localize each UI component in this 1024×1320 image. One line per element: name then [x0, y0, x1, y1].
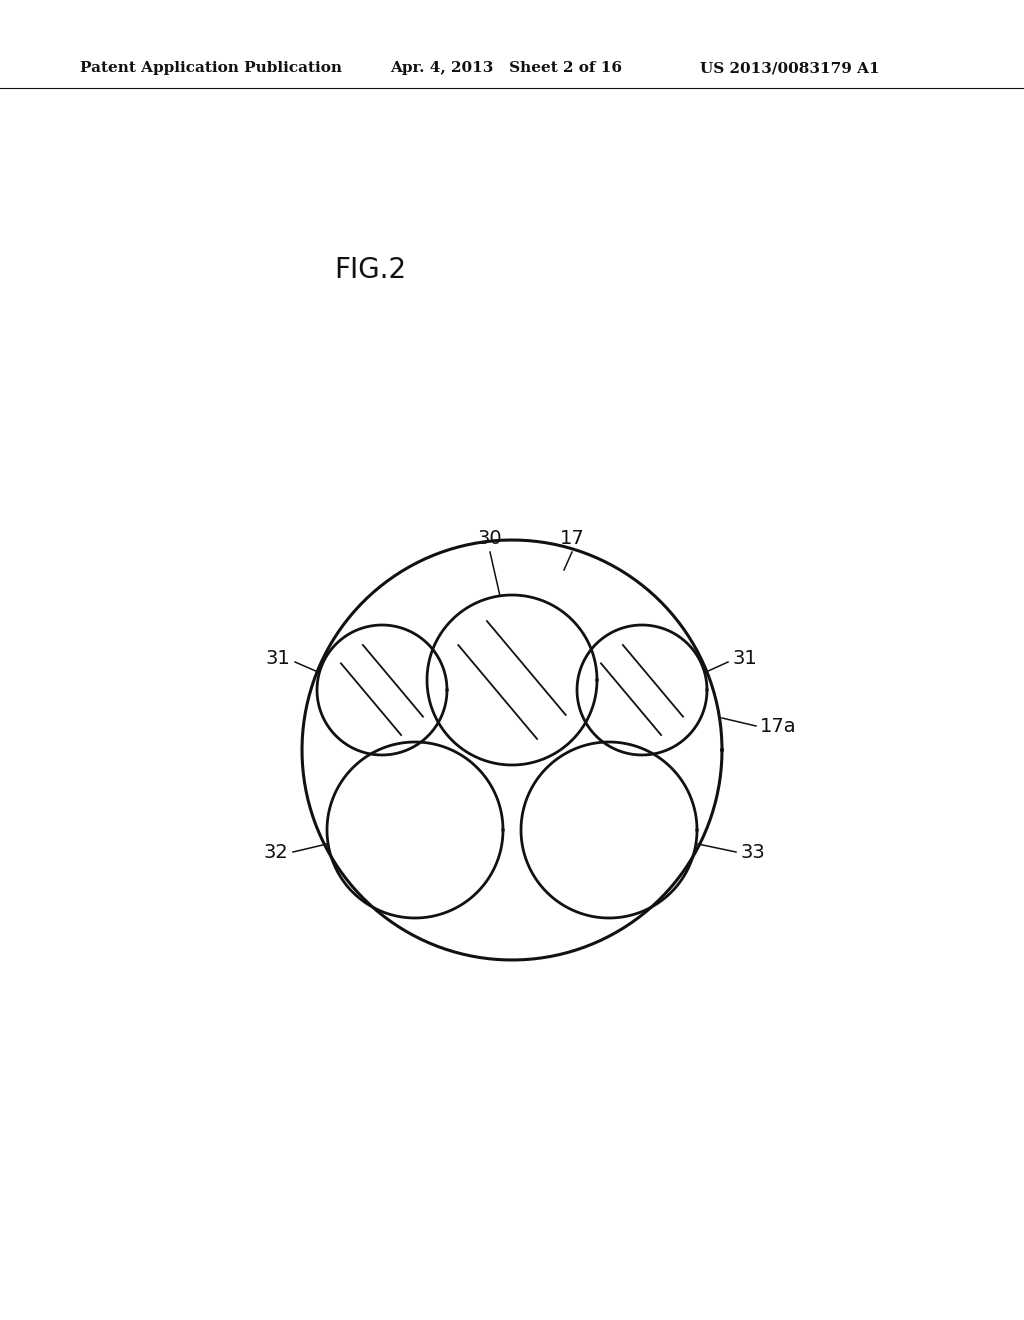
Text: 30: 30 [477, 529, 503, 548]
Text: Apr. 4, 2013   Sheet 2 of 16: Apr. 4, 2013 Sheet 2 of 16 [390, 61, 622, 75]
Text: 31: 31 [265, 648, 290, 668]
Text: Patent Application Publication: Patent Application Publication [80, 61, 342, 75]
Text: 31: 31 [732, 648, 757, 668]
Text: US 2013/0083179 A1: US 2013/0083179 A1 [700, 61, 880, 75]
Text: 32: 32 [263, 842, 288, 862]
Text: FIG.2: FIG.2 [334, 256, 407, 284]
Text: 17a: 17a [760, 717, 797, 735]
Text: 17: 17 [560, 529, 585, 548]
Text: 33: 33 [740, 842, 765, 862]
